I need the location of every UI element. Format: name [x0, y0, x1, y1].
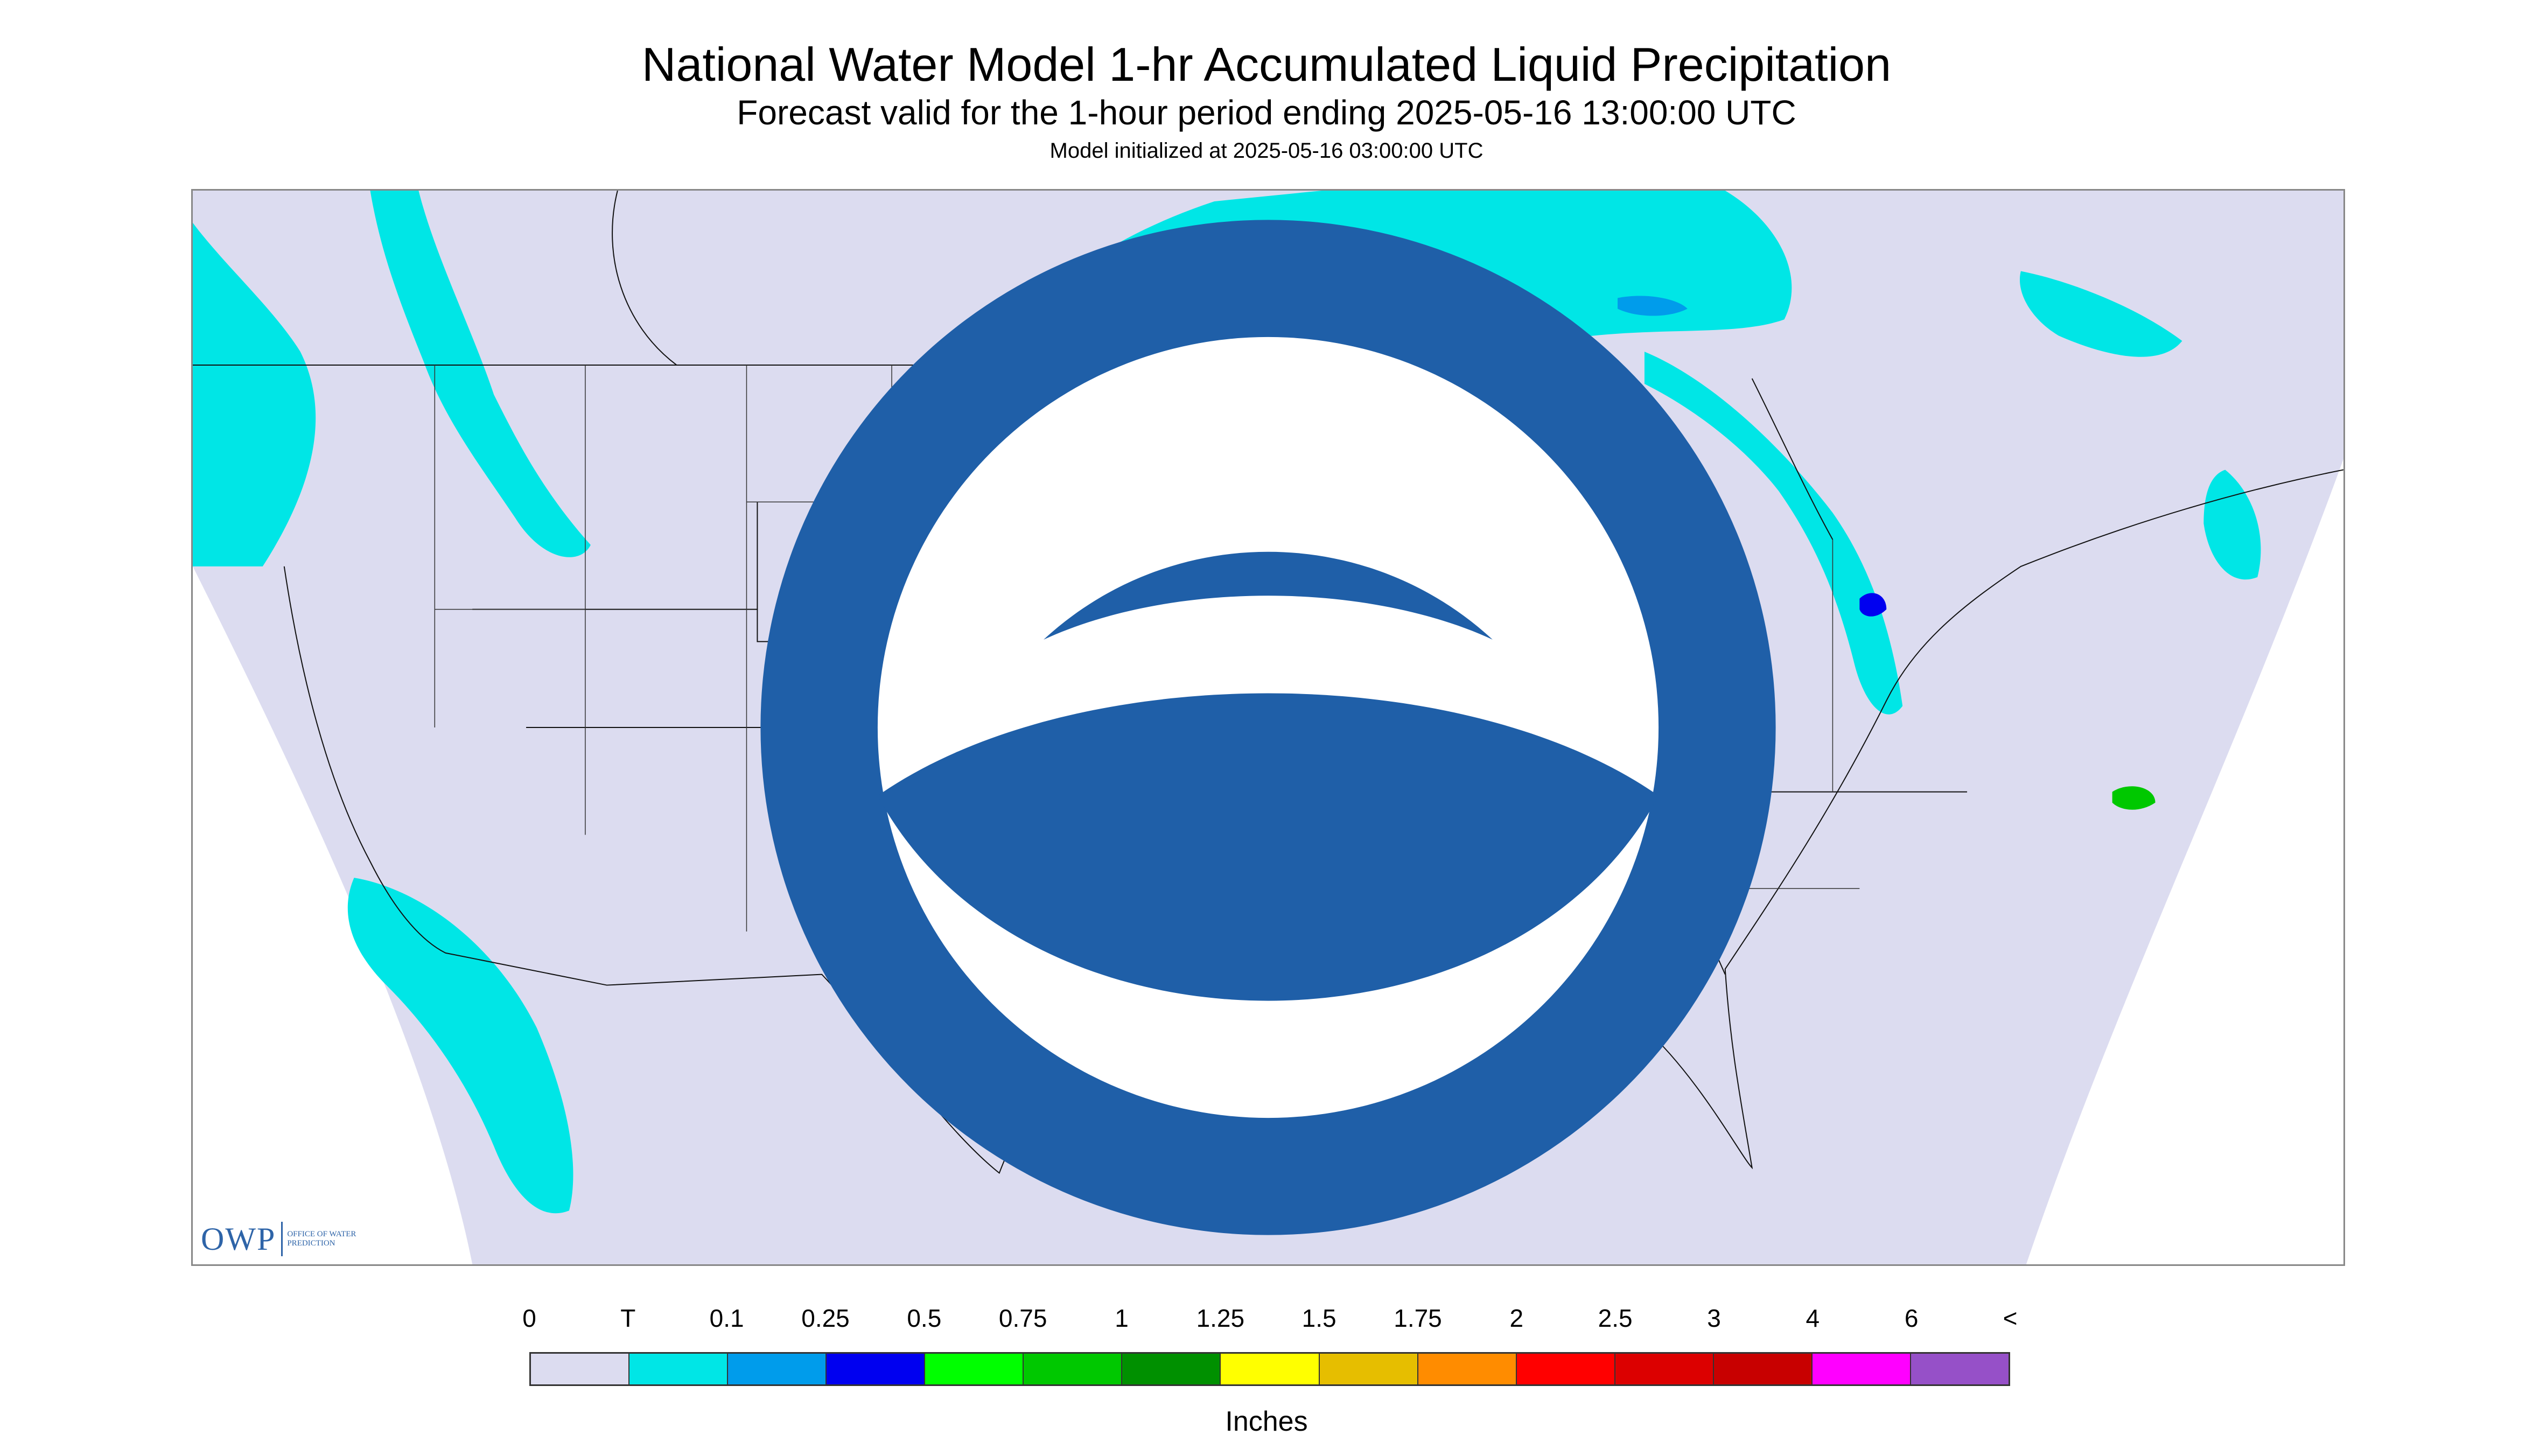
noaa-seal-icon — [760, 220, 1776, 1235]
legend-label: < — [2003, 1304, 2018, 1332]
legend-color-box — [925, 1354, 1024, 1384]
legend-label: 6 — [1904, 1304, 1919, 1332]
legend-color-box — [1713, 1354, 1813, 1384]
legend-color-box — [1418, 1354, 1517, 1384]
legend-label: 2 — [1509, 1304, 1524, 1332]
legend-color-box — [1319, 1354, 1418, 1384]
legend-label: 4 — [1806, 1304, 1820, 1332]
legend-color-box — [728, 1354, 827, 1384]
legend-color-box — [629, 1354, 729, 1384]
legend-color-box — [1024, 1354, 1123, 1384]
legend-label: 1.5 — [1302, 1304, 1337, 1332]
legend-labels: 0 T 0.1 0.25 0.5 0.75 1 1.25 1.5 1.75 2 2.5 3 4 6 < — [522, 1303, 2017, 1335]
legend-label: 1.25 — [1196, 1304, 1245, 1332]
legend-units: Inches — [1225, 1406, 1308, 1437]
legend-label: 0.5 — [907, 1304, 942, 1332]
legend-label: 0.75 — [998, 1304, 1047, 1332]
legend-label: 1 — [1115, 1304, 1129, 1332]
legend-colorbar — [529, 1352, 2010, 1386]
owp-logo-mark: OWP — [201, 1222, 283, 1256]
legend-color-box — [1516, 1354, 1615, 1384]
legend-color-box — [1812, 1354, 1911, 1384]
forecast-valid-subtitle: Forecast valid for the 1-hour period end… — [737, 93, 1796, 132]
legend-color-box — [1122, 1354, 1221, 1384]
legend-label: T — [620, 1304, 636, 1332]
legend-label: 2.5 — [1598, 1304, 1633, 1332]
legend-color-box — [1615, 1354, 1714, 1384]
owp-logo-text: OFFICE OF WATER PREDICTION — [287, 1230, 356, 1248]
legend-label: 1.75 — [1394, 1304, 1442, 1332]
legend-label: 3 — [1707, 1304, 1721, 1332]
model-init-line: Model initialized at 2025-05-16 03:00:00… — [1049, 139, 1484, 163]
map-title: National Water Model 1-hr Accumulated Li… — [641, 38, 1892, 91]
legend-color-box — [827, 1354, 926, 1384]
precipitation-map[interactable]: OWP OFFICE OF WATER PREDICTION — [191, 189, 2345, 1266]
legend-label: 0 — [522, 1304, 536, 1332]
legend-color-box — [1221, 1354, 1320, 1384]
owp-logo: OWP OFFICE OF WATER PREDICTION — [201, 1222, 362, 1256]
legend-color-box — [531, 1354, 630, 1384]
legend-label: 0.25 — [801, 1304, 850, 1332]
legend-label: 0.1 — [709, 1304, 744, 1332]
legend-color-box — [1911, 1354, 2009, 1384]
